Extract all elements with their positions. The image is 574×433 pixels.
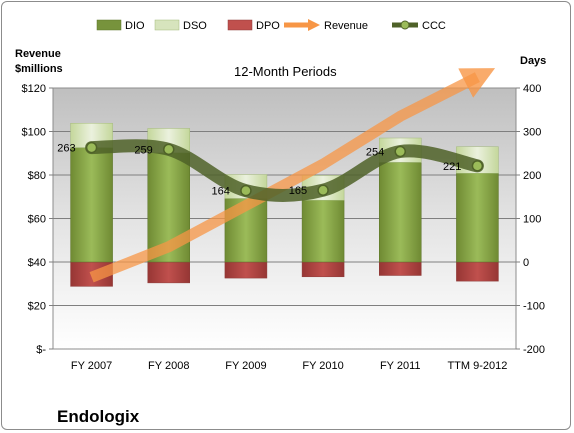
y-axis-left-title: Revenue $millions <box>15 48 63 75</box>
legend-arrow-icon <box>308 19 320 31</box>
y-left-tick-label: $60 <box>28 214 46 226</box>
x-tick-label: FY 2011 <box>380 360 421 372</box>
dpo-bar <box>224 261 268 279</box>
ccc-data-label: 164 <box>212 186 230 198</box>
chart-legend: DIO DSO DPO Revenue CCC <box>96 19 446 32</box>
dio-bar <box>456 173 499 263</box>
y-axis-right-title: Days <box>520 55 547 67</box>
dpo-bar <box>379 261 422 276</box>
y-left-tick-label: $- <box>36 344 46 356</box>
x-tick-label: FY 2009 <box>225 360 266 372</box>
legend-swatch-dio <box>96 19 122 31</box>
dpo-bar <box>147 261 190 284</box>
y-right-tick-label: -200 <box>523 344 545 356</box>
legend-label-ccc: CCC <box>422 20 446 32</box>
ccc-point <box>85 141 98 154</box>
ccc-data-label: 221 <box>443 161 461 173</box>
ccc-point <box>394 145 406 158</box>
y-left-tick-label: $80 <box>28 170 46 182</box>
x-tick-label: FY 2010 <box>302 360 343 372</box>
legend-label-revenue: Revenue <box>324 20 368 32</box>
y-right-tick-label: 0 <box>523 257 529 269</box>
legend-swatch-dso <box>154 19 180 31</box>
legend-label-dso: DSO <box>183 20 207 32</box>
ccc-point <box>317 184 329 196</box>
chart-title: 12-Month Periods <box>234 64 337 79</box>
x-tick-label: FY 2008 <box>148 360 189 372</box>
y-left-tick-label: $100 <box>22 127 46 139</box>
ccc-point <box>471 160 484 172</box>
ccc-series: 263 259 164 165 254 221 <box>57 139 484 202</box>
revenue-line <box>89 68 496 283</box>
company-name: Endologix <box>57 407 140 426</box>
y-right-tick-label: 300 <box>523 127 541 139</box>
dio-bar <box>301 199 345 263</box>
x-tick-label: TTM 9-2012 <box>447 360 507 372</box>
dio-bar <box>70 147 113 263</box>
ccc-point <box>240 184 252 197</box>
ccc-data-label: 165 <box>289 185 307 197</box>
dio-bar <box>379 162 422 263</box>
ccc-data-label: 254 <box>366 147 384 159</box>
legend-swatch-dpo <box>227 19 253 31</box>
legend-label-dpo: DPO <box>256 20 280 32</box>
ccc-data-label: 263 <box>57 143 75 155</box>
ccc-point <box>163 143 175 156</box>
y-right-tick-label: 400 <box>523 83 541 95</box>
y-right-tick-label: -100 <box>523 301 545 313</box>
axes: $- -200 $20 -100 $40 0 $60 100 $80 200 $100 300 $120… <box>22 83 546 372</box>
y-right-tick-label: 100 <box>523 214 541 226</box>
legend-marker-icon <box>400 20 410 30</box>
y-left-tick-label: $120 <box>22 83 46 95</box>
dpo-bar <box>301 261 345 278</box>
legend-label-dio: DIO <box>125 20 145 32</box>
x-tick-label: FY 2007 <box>71 360 112 372</box>
dpo-bar <box>456 261 499 282</box>
revenue-series <box>89 68 496 283</box>
y-left-tick-label: $20 <box>28 301 46 313</box>
y-left-tick-label: $40 <box>28 257 46 269</box>
y-right-tick-label: 200 <box>523 170 541 182</box>
ccc-data-label: 259 <box>134 144 152 156</box>
